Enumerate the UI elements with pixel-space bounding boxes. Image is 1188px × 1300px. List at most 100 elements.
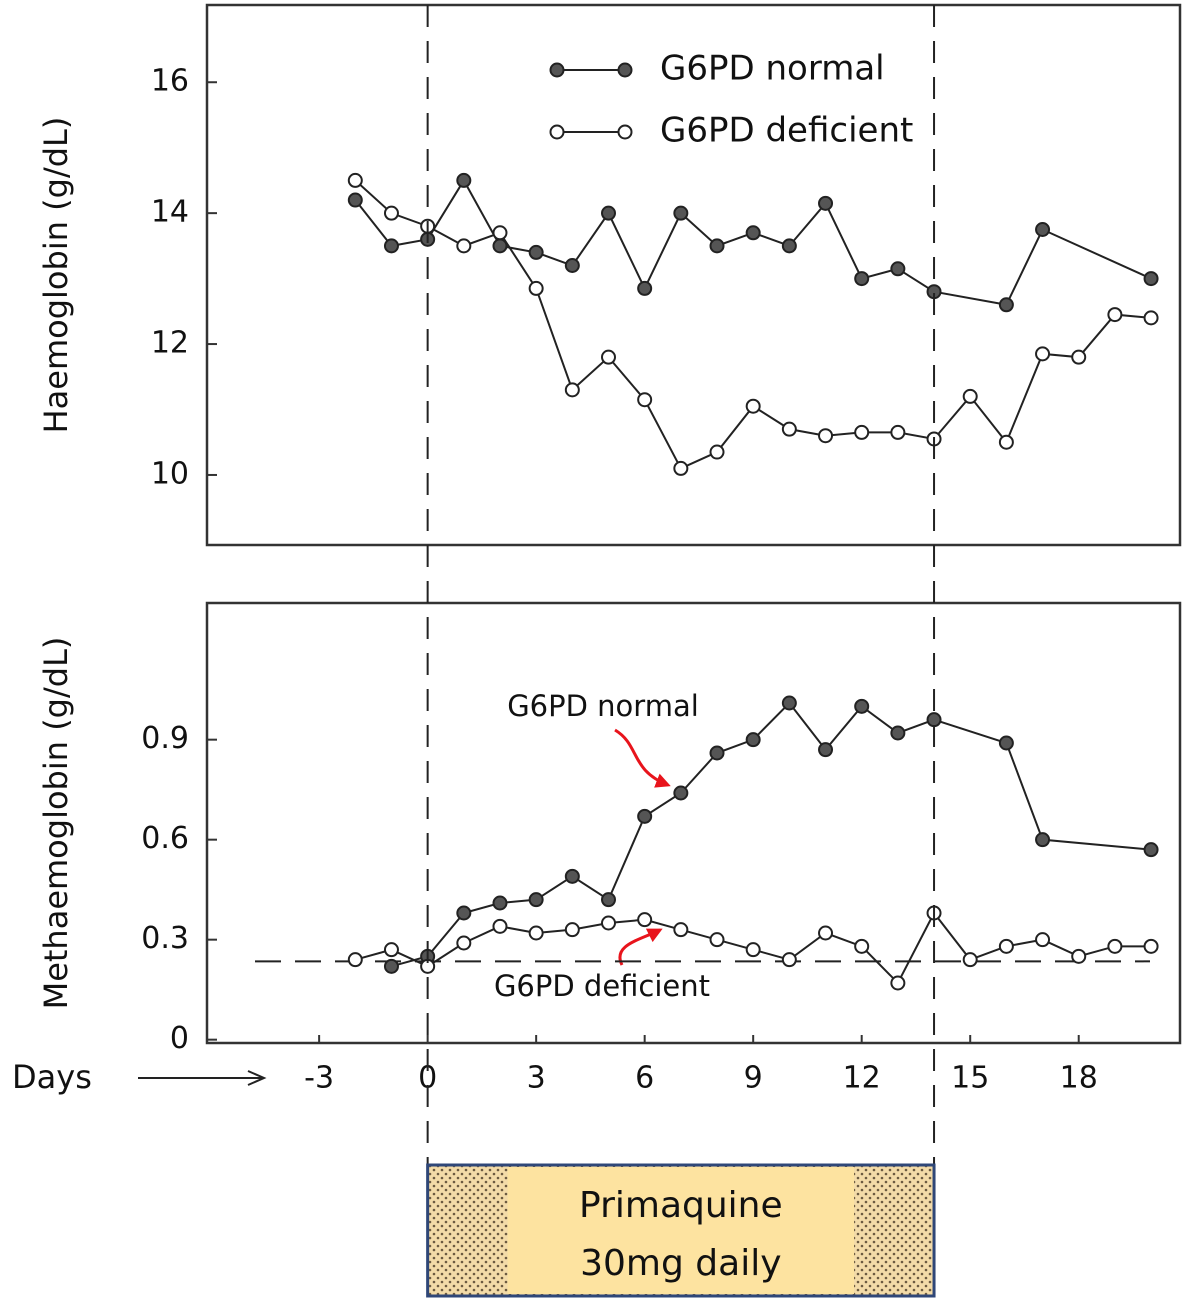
data-point bbox=[1071, 948, 1087, 964]
data-point bbox=[564, 258, 580, 274]
data-point bbox=[528, 925, 544, 941]
data-point bbox=[1143, 842, 1159, 858]
data-point bbox=[1035, 222, 1051, 238]
y-tick-label: 0.3 bbox=[141, 921, 189, 956]
y-tick-label: 12 bbox=[151, 326, 189, 361]
data-point bbox=[673, 922, 689, 938]
treatment-label: 30mg daily bbox=[580, 1243, 781, 1284]
data-point bbox=[564, 868, 580, 884]
data-point bbox=[637, 280, 653, 296]
panel-frame bbox=[205, 601, 1182, 1045]
data-point bbox=[528, 244, 544, 260]
data-point bbox=[637, 392, 653, 408]
data-point bbox=[962, 952, 978, 968]
data-point bbox=[383, 238, 399, 254]
y-axis-label: Methaemoglobin (g/dL) bbox=[37, 637, 75, 1010]
data-point bbox=[600, 349, 616, 365]
data-point bbox=[347, 172, 363, 188]
data-point bbox=[745, 732, 761, 748]
data-point bbox=[673, 785, 689, 801]
data-point bbox=[1035, 932, 1051, 948]
annotation-arrow bbox=[618, 928, 663, 966]
y-tick-label: 16 bbox=[151, 64, 189, 99]
data-point bbox=[564, 382, 580, 398]
y-tick-label: 0.9 bbox=[141, 721, 189, 756]
data-point bbox=[818, 195, 834, 211]
x-tick-label: 9 bbox=[744, 1061, 763, 1096]
data-point bbox=[781, 421, 797, 437]
legend-marker bbox=[617, 62, 633, 78]
data-point bbox=[347, 192, 363, 208]
data-point bbox=[1035, 346, 1051, 362]
annotation-arrow bbox=[614, 728, 671, 788]
data-point bbox=[818, 925, 834, 941]
x-axis-label: Days bbox=[12, 1058, 92, 1096]
legend-label: G6PD deficient bbox=[660, 111, 913, 151]
data-point bbox=[890, 725, 906, 741]
data-point bbox=[492, 895, 508, 911]
data-point bbox=[528, 280, 544, 296]
data-point bbox=[890, 261, 906, 277]
data-point bbox=[1107, 938, 1123, 954]
data-point bbox=[600, 915, 616, 931]
annotation: G6PD normal bbox=[507, 689, 699, 723]
x-tick-label: 12 bbox=[843, 1061, 881, 1096]
data-point bbox=[637, 912, 653, 928]
data-point bbox=[818, 742, 834, 758]
data-point bbox=[383, 942, 399, 958]
legend-marker bbox=[617, 124, 633, 140]
y-tick-label: 0 bbox=[170, 1021, 189, 1056]
data-point bbox=[962, 388, 978, 404]
data-point bbox=[1143, 271, 1159, 287]
panel-frame bbox=[205, 3, 1182, 547]
data-point bbox=[528, 892, 544, 908]
data-point bbox=[673, 460, 689, 476]
data-point bbox=[709, 745, 725, 761]
data-point bbox=[492, 918, 508, 934]
data-point bbox=[854, 424, 870, 440]
data-point bbox=[347, 952, 363, 968]
data-point bbox=[781, 952, 797, 968]
x-tick-label: 3 bbox=[527, 1061, 546, 1096]
data-point bbox=[456, 238, 472, 254]
data-point bbox=[673, 205, 689, 221]
annotation: G6PD deficient bbox=[494, 969, 710, 1003]
data-point bbox=[745, 225, 761, 241]
legend-marker bbox=[549, 124, 565, 140]
data-point bbox=[1035, 832, 1051, 848]
data-point bbox=[1143, 310, 1159, 326]
x-tick-label: 0 bbox=[418, 1061, 437, 1096]
data-point bbox=[890, 424, 906, 440]
data-point bbox=[1071, 349, 1087, 365]
data-point bbox=[600, 205, 616, 221]
data-point bbox=[492, 225, 508, 241]
data-point bbox=[383, 958, 399, 974]
data-point bbox=[456, 172, 472, 188]
data-point bbox=[709, 444, 725, 460]
data-point bbox=[1143, 938, 1159, 954]
legend-marker bbox=[549, 62, 565, 78]
x-tick-label: -3 bbox=[304, 1061, 334, 1096]
y-tick-label: 0.6 bbox=[141, 821, 189, 856]
data-point bbox=[745, 398, 761, 414]
treatment-label-bg bbox=[507, 1167, 855, 1294]
data-point bbox=[926, 712, 942, 728]
series-line bbox=[354, 179, 1152, 470]
x-tick-label: 15 bbox=[951, 1061, 989, 1096]
data-point bbox=[600, 892, 616, 908]
data-point bbox=[998, 938, 1014, 954]
data-point bbox=[745, 942, 761, 958]
data-point bbox=[1107, 307, 1123, 323]
days-arrow-head bbox=[247, 1070, 267, 1086]
data-point bbox=[854, 938, 870, 954]
data-point bbox=[781, 695, 797, 711]
data-point bbox=[890, 975, 906, 991]
data-point bbox=[456, 935, 472, 951]
data-point bbox=[854, 698, 870, 714]
data-point bbox=[709, 932, 725, 948]
data-point bbox=[564, 922, 580, 938]
data-point bbox=[637, 808, 653, 824]
y-tick-label: 10 bbox=[151, 456, 189, 491]
data-point bbox=[998, 297, 1014, 313]
